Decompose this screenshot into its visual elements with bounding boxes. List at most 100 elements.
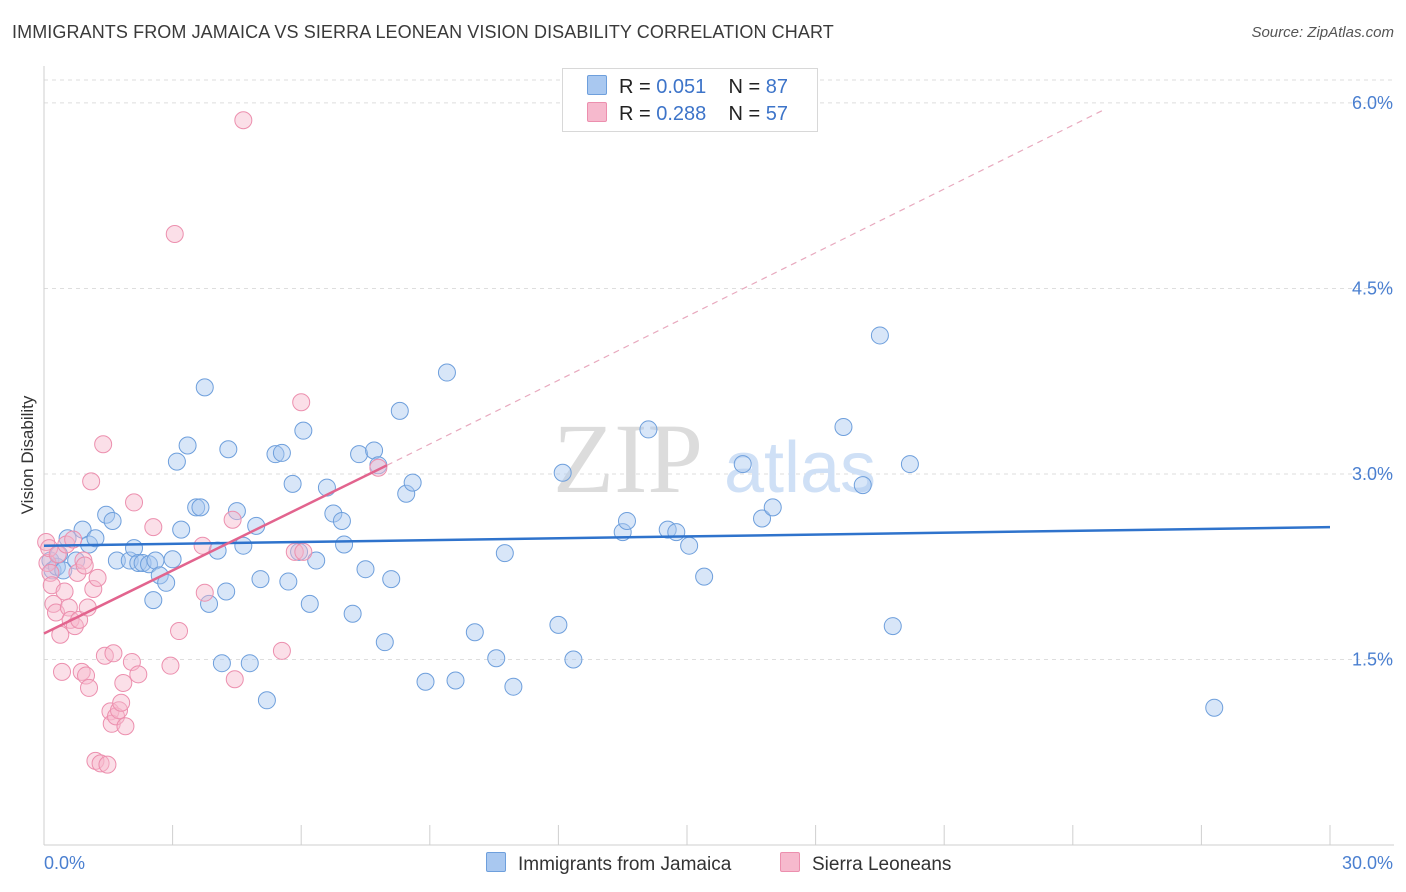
point-jamaica (272, 443, 291, 462)
point-jamaica (212, 654, 231, 673)
point-jamaica (382, 570, 401, 589)
point-sierra-leone (165, 225, 184, 244)
point-jamaica (234, 536, 253, 555)
y-axis-label: Vision Disability (18, 395, 37, 515)
point-sierra-leone (80, 678, 99, 697)
legend-row-sierra-leone: R = 0.288 N = 57 (587, 102, 788, 128)
point-jamaica (350, 445, 369, 464)
point-jamaica (107, 551, 126, 570)
point-sierra-leone (195, 583, 214, 602)
trend-line-jamaica (43, 525, 1331, 547)
point-jamaica (617, 511, 636, 530)
tick-labels: 1.5% 3.0% 4.5% 6.0% 0.0% 30.0% (44, 93, 1393, 873)
point-sierra-leone (55, 582, 74, 601)
point-jamaica (900, 455, 919, 474)
trend-line-sierra-leone-extension (386, 109, 1104, 466)
y-tick-label: 6.0% (1352, 93, 1393, 113)
point-jamaica (307, 551, 326, 570)
grid (44, 79, 1394, 660)
bottom-legend-jamaica: Immigrants from Jamaica (486, 852, 731, 876)
watermark-atlas: atlas (724, 428, 876, 508)
point-jamaica (695, 567, 714, 586)
x-tick-label: 0.0% (44, 853, 85, 873)
point-jamaica (639, 420, 658, 439)
point-jamaica (240, 654, 259, 673)
point-sierra-leone (53, 662, 72, 681)
point-sierra-leone (75, 556, 94, 575)
point-sierra-leone (78, 598, 97, 617)
point-jamaica (437, 363, 456, 382)
point-jamaica (495, 544, 514, 563)
point-sierra-leone (91, 754, 110, 773)
point-sierra-leone (84, 579, 103, 598)
point-jamaica (266, 445, 285, 464)
point-sierra-leone (110, 701, 129, 720)
legend-n-label: N = (728, 76, 761, 98)
point-jamaica (86, 529, 105, 548)
point-jamaica (257, 691, 276, 710)
legend-swatch-blue (486, 852, 506, 872)
point-sierra-leone (86, 751, 105, 770)
point-jamaica (853, 476, 872, 495)
point-jamaica (733, 455, 752, 474)
point-jamaica (200, 594, 219, 613)
point-jamaica (227, 502, 246, 521)
point-sierra-leone (64, 530, 83, 549)
legend-swatch-pink (587, 102, 607, 122)
point-jamaica (1205, 698, 1224, 717)
point-jamaica (290, 542, 309, 561)
legend-r-value: 0.051 (656, 76, 707, 98)
point-jamaica (167, 452, 186, 471)
point-jamaica (763, 498, 782, 517)
source-label: Source: ZipAtlas.com (1251, 24, 1394, 41)
point-sierra-leone (170, 622, 189, 641)
point-sierra-leone (112, 693, 131, 712)
point-jamaica (144, 591, 163, 610)
point-jamaica (163, 550, 182, 569)
point-sierra-leone (234, 111, 253, 130)
point-jamaica (300, 594, 319, 613)
point-jamaica (283, 474, 302, 493)
legend-r-label: R = (619, 76, 651, 98)
point-jamaica (553, 463, 572, 482)
stats-legend: R = 0.051 N = 87 R = 0.288 N = 57 (562, 68, 818, 132)
point-sierra-leone (225, 670, 244, 689)
point-sierra-leone (144, 518, 163, 537)
point-sierra-leone (88, 568, 107, 587)
point-jamaica (403, 473, 422, 492)
legend-label: Sierra Leoneans (812, 854, 952, 875)
point-jamaica (375, 633, 394, 652)
point-jamaica (753, 509, 772, 528)
legend-r-value: 0.288 (656, 103, 707, 125)
trend-lines (43, 109, 1331, 635)
point-jamaica (335, 535, 354, 554)
y-tick-label: 1.5% (1352, 649, 1393, 669)
point-jamaica (870, 326, 889, 345)
point-jamaica (187, 498, 206, 517)
point-sierra-leone (114, 673, 133, 692)
point-jamaica (219, 440, 238, 459)
series-sierra-leone (37, 111, 388, 774)
point-sierra-leone (292, 393, 311, 412)
point-jamaica (446, 671, 465, 690)
point-jamaica (332, 511, 351, 530)
legend-swatch-blue (587, 75, 607, 95)
legend-label: Immigrants from Jamaica (518, 854, 732, 875)
point-jamaica (356, 560, 375, 579)
point-jamaica (365, 441, 384, 460)
point-sierra-leone (129, 665, 148, 684)
point-jamaica (191, 498, 210, 517)
point-jamaica (680, 536, 699, 555)
point-jamaica (564, 650, 583, 669)
point-sierra-leone (272, 641, 291, 660)
point-jamaica (125, 539, 144, 558)
point-jamaica (397, 484, 416, 503)
point-sierra-leone (104, 644, 123, 663)
series-jamaica (41, 326, 1224, 717)
point-jamaica (465, 623, 484, 642)
point-jamaica (58, 529, 77, 548)
point-jamaica (103, 511, 122, 530)
legend-swatch-pink (780, 852, 800, 872)
watermark-zip: ZIP (553, 403, 703, 514)
